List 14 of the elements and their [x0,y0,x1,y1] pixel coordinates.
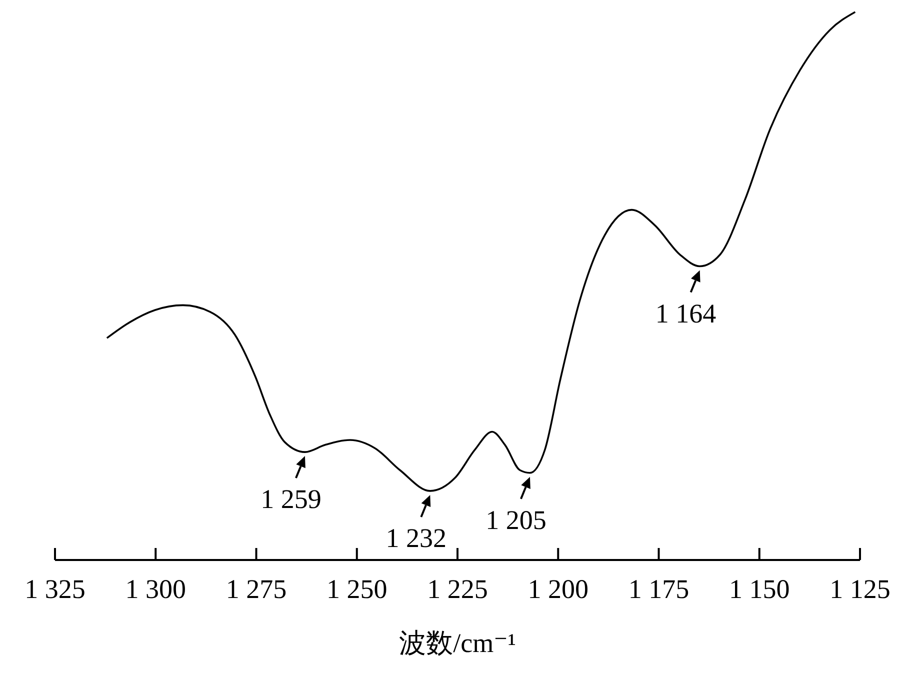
x-tick-label: 1 325 [24,574,86,604]
annotation: 1 259 [260,484,322,514]
annotation: 1 164 [655,298,717,328]
x-tick-label: 1 300 [125,574,186,604]
annotation: 1 205 [486,504,546,535]
x-tick-label: 1 200 [528,574,588,604]
x-tick-label: 1 175 [628,574,690,604]
x-tick-label: 1 125 [830,574,890,604]
x-tick-label: 1 225 [427,574,488,604]
x-axis-title: 波数/cm⁻¹ [399,628,516,658]
x-tick-label: 1 275 [226,574,287,604]
annotation: 1 232 [386,522,447,553]
x-tick-label: 1 150 [729,574,790,604]
x-tick-label: 1 250 [326,574,388,604]
